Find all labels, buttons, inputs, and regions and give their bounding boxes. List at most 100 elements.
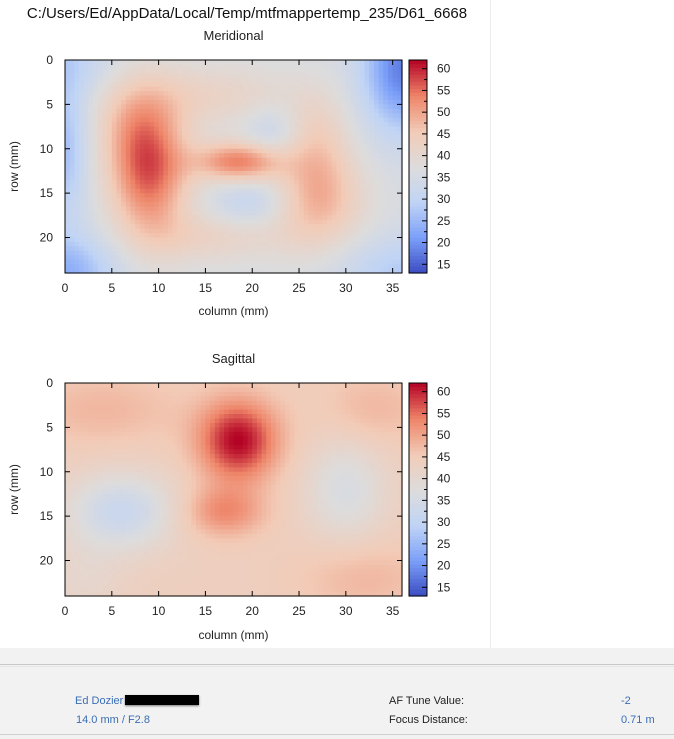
heatmap-cell (284, 68, 291, 74)
heatmap-cell (111, 224, 118, 230)
heatmap-cell (256, 77, 263, 83)
heatmap-cell (93, 268, 99, 274)
heatmap-cell (327, 462, 333, 468)
heatmap-cell (149, 108, 155, 114)
heatmap-cell (116, 436, 122, 442)
heatmap-cell (214, 144, 221, 150)
heatmap-cell (205, 458, 211, 464)
heatmap-cell (130, 427, 136, 433)
heatmap-cell (373, 157, 380, 163)
heatmap-cell (116, 104, 122, 110)
heatmap-cell (341, 184, 347, 190)
heatmap-cell (149, 454, 155, 460)
heatmap-cell (359, 431, 366, 437)
heatmap-cell (294, 462, 300, 468)
heatmap-cell (177, 387, 183, 393)
heatmap-cell (355, 454, 361, 460)
heatmap-cell (242, 135, 249, 141)
heatmap-cell (331, 170, 338, 176)
heatmap-cell (210, 224, 216, 230)
heatmap-cell (83, 157, 89, 163)
heatmap-cell (294, 400, 300, 406)
heatmap-cell (256, 82, 263, 88)
heatmap-cell (378, 131, 384, 137)
heatmap-cell (350, 179, 356, 185)
heatmap-cell (116, 179, 122, 185)
heatmap-cell (275, 241, 281, 247)
heatmap-cell (158, 179, 164, 185)
heatmap-cell (116, 148, 122, 154)
heatmap-cell (65, 228, 71, 234)
heatmap-cell (65, 259, 71, 265)
heatmap-cell (214, 91, 221, 97)
heatmap-cell (107, 108, 113, 114)
heatmap-cell (261, 157, 267, 163)
heatmap-cell (308, 122, 314, 128)
heatmap-cell (172, 206, 178, 212)
heatmap-cell (130, 259, 136, 265)
heatmap-cell (275, 418, 281, 424)
heatmap-cell (210, 170, 216, 176)
heatmap-cell (205, 233, 211, 239)
heatmap-cell (280, 409, 286, 415)
heatmap-cell (294, 202, 300, 208)
x-tick-label: 15 (199, 281, 213, 295)
heatmap-cell (172, 462, 178, 468)
heatmap-cell (88, 122, 94, 128)
heatmap-cell (135, 113, 141, 119)
heatmap-cell (238, 193, 244, 199)
heatmap-cell (378, 197, 384, 203)
heatmap-cell (350, 95, 356, 101)
heatmap-cell (247, 387, 253, 393)
heatmap-cell (364, 77, 370, 83)
heatmap-cell (242, 60, 249, 66)
heatmap-cell (149, 391, 155, 397)
heatmap-cell (355, 268, 361, 274)
heatmap-cell (378, 60, 384, 66)
heatmap-cell (373, 268, 380, 274)
heatmap-cell (93, 233, 99, 239)
heatmap-cell (74, 144, 80, 150)
heatmap-cell (378, 68, 384, 74)
heatmap-cell (153, 135, 160, 141)
heatmap-cell (336, 82, 342, 88)
heatmap-cell (317, 193, 324, 199)
heatmap-cell (224, 166, 230, 172)
heatmap-cell (186, 405, 192, 411)
heatmap-cell (130, 126, 136, 132)
heatmap-cell (359, 175, 366, 181)
heatmap-cell (317, 139, 324, 145)
heatmap-cell (266, 391, 272, 397)
heatmap-cell (350, 241, 356, 247)
heatmap-cell (214, 157, 221, 163)
heatmap-cell (359, 77, 366, 83)
heatmap-cell (219, 126, 225, 132)
heatmap-cell (200, 131, 207, 137)
heatmap-cell (392, 405, 398, 411)
heatmap-cell (186, 414, 192, 420)
heatmap-cell (125, 113, 132, 119)
heatmap-cell (116, 405, 122, 411)
heatmap-cell (350, 153, 356, 159)
heatmap-cell (369, 228, 375, 234)
heatmap-cell (369, 197, 375, 203)
heatmap-cell (238, 91, 244, 97)
heatmap-cell (224, 383, 230, 389)
heatmap-cell (111, 193, 118, 199)
heatmap-cell (238, 391, 244, 397)
heatmap-cell (299, 77, 305, 83)
heatmap-cell (280, 153, 286, 159)
heatmap-cell (256, 175, 263, 181)
heatmap-cell (177, 422, 183, 428)
heatmap-cell (88, 405, 94, 411)
heatmap-cell (299, 255, 305, 261)
heatmap-cell (313, 131, 319, 137)
heatmap-cell (331, 259, 338, 265)
heatmap-cell (79, 431, 85, 437)
heatmap-cell (69, 233, 75, 239)
heatmap-cell (116, 414, 122, 420)
heatmap-cell (83, 77, 89, 83)
heatmap-cell (369, 95, 375, 101)
heatmap-cell (214, 427, 221, 433)
heatmap-cell (383, 224, 389, 230)
